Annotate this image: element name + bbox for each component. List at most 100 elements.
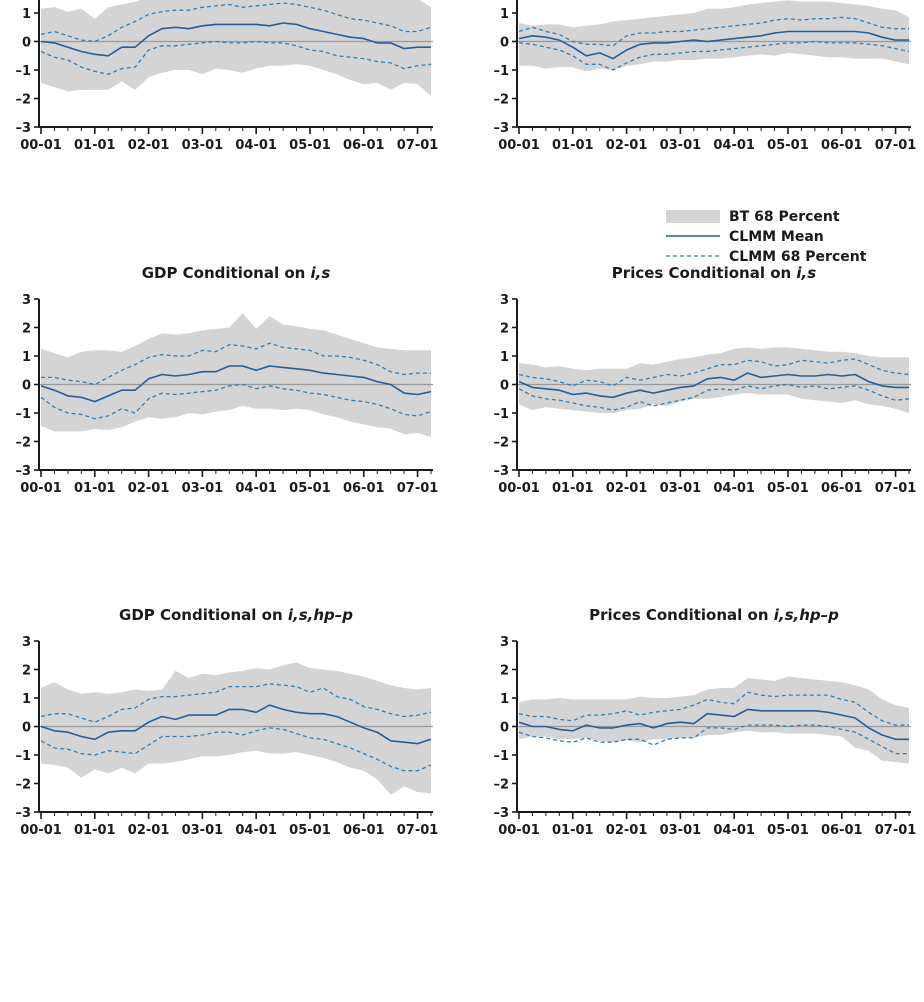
x-tick-label: 03-01	[660, 481, 702, 496]
x-tick-label: 04-01	[235, 481, 277, 496]
chart-panel-4: Prices Conditional on i,s –3 –2 –1 0 1 2 3 00-01…	[493, 264, 916, 496]
y-tick-label: 1	[22, 692, 31, 707]
legend-entry: CLMM Mean	[666, 229, 824, 245]
series-bt-68-percent-band	[519, 676, 909, 764]
y-tick-label: –1	[493, 64, 509, 79]
x-tick-label: 05-01	[289, 823, 331, 838]
y-tick-label: –2	[15, 778, 31, 793]
panel-title-main: Prices Conditional on	[589, 606, 774, 624]
y-tick-label: 3	[500, 293, 509, 308]
x-tick-label: 02-01	[606, 481, 648, 496]
y-tick-label: –3	[15, 806, 31, 821]
y-tick-label: 0	[22, 721, 31, 736]
y-tick-label: 0	[500, 721, 509, 736]
y-tick-label: 1	[500, 692, 509, 707]
y-tick-label: –1	[493, 407, 509, 422]
series-clmm-68-upper-line	[40, 2, 432, 43]
y-tick-label: 2	[22, 664, 31, 679]
panel-title: GDP Conditional on i,s,hp–p	[119, 606, 353, 624]
x-tick-label: 03-01	[660, 823, 702, 838]
y-tick-label: 0	[500, 36, 509, 51]
x-tick-label: 07-01	[397, 481, 439, 496]
y-tick-label: –1	[15, 64, 31, 79]
y-tick-label: –2	[15, 93, 31, 108]
chart-panel-3: GDP Conditional on i,s –3 –2 –1 0 1 2 3 00-01 01-…	[15, 264, 438, 496]
y-tick-label: –3	[493, 806, 509, 821]
x-tick-label: 07-01	[397, 138, 439, 153]
x-tick-label: 05-01	[767, 823, 809, 838]
x-tick-label: 06-01	[343, 823, 385, 838]
series-clmm-68-lower-line	[518, 40, 910, 71]
x-tick-label: 03-01	[182, 823, 224, 838]
y-tick-label: 3	[500, 635, 509, 650]
x-tick-label: 04-01	[235, 138, 277, 153]
x-tick-label: 01-01	[74, 823, 116, 838]
y-tick-label: –1	[15, 407, 31, 422]
x-tick-label: 07-01	[875, 138, 917, 153]
x-tick-label: 06-01	[821, 823, 863, 838]
y-tick-label: 0	[22, 379, 31, 394]
x-tick-label: 06-01	[343, 138, 385, 153]
x-tick-label: 03-01	[182, 481, 224, 496]
x-tick-label: 05-01	[767, 138, 809, 153]
y-tick-label: 2	[500, 664, 509, 679]
panel-title: Prices Conditional on i,s	[612, 264, 816, 282]
x-tick-label: 02-01	[606, 138, 648, 153]
panel-title-condition: i,s	[311, 264, 331, 282]
series-clmm-68-upper-line	[518, 691, 909, 726]
y-tick-label: 1	[22, 350, 31, 365]
x-tick-label: 01-01	[74, 138, 116, 153]
y-tick-label: –3	[493, 464, 509, 479]
x-tick-label: 01-01	[74, 481, 116, 496]
series-clmm-68-lower-line	[518, 724, 909, 755]
series-bt-68-percent-band	[41, 0, 431, 96]
series-clmm-mean-line	[518, 372, 909, 399]
series-clmm-mean-line	[40, 22, 431, 57]
x-tick-label: 01-01	[552, 481, 594, 496]
x-tick-label: 02-01	[128, 823, 170, 838]
x-tick-label: 04-01	[235, 823, 277, 838]
y-tick-label: 0	[500, 379, 509, 394]
x-tick-label: 00-01	[20, 823, 62, 838]
chart-panel-2: Prices Conditional on i–3–2–1012300-0101…	[493, 0, 916, 153]
series-clmm-68-upper-line	[41, 342, 431, 386]
legend-label: CLMM Mean	[729, 229, 824, 245]
y-tick-label: –2	[493, 436, 509, 451]
panel-title-main: GDP Conditional on	[142, 264, 311, 282]
x-tick-label: 07-01	[875, 823, 917, 838]
y-tick-label: 2	[500, 322, 509, 337]
x-tick-label: 00-01	[498, 823, 540, 838]
x-tick-label: 04-01	[713, 138, 755, 153]
panel-title-condition: i,s,hp–p	[288, 606, 353, 624]
x-tick-label: 00-01	[20, 138, 62, 153]
panel-title-condition: i,s,hp–p	[774, 606, 839, 624]
x-tick-label: 07-01	[875, 481, 917, 496]
x-tick-label: 04-01	[713, 823, 755, 838]
x-tick-label: 02-01	[128, 481, 170, 496]
panel-title: GDP Conditional on i,s	[142, 264, 331, 282]
chart-panel-1: GDP Conditional on i–3–2–1012300-0101-01…	[15, 0, 438, 153]
series-clmm-mean-line	[518, 708, 909, 741]
series-bt-68-percent-band	[41, 313, 431, 438]
x-tick-label: 06-01	[821, 138, 863, 153]
x-tick-label: 03-01	[182, 138, 224, 153]
x-tick-label: 01-01	[552, 138, 594, 153]
series-clmm-mean-line	[40, 704, 432, 745]
x-tick-label: 06-01	[821, 481, 863, 496]
y-tick-label: –3	[15, 121, 31, 136]
y-tick-label: –3	[15, 464, 31, 479]
series-clmm-mean-line	[518, 30, 909, 60]
series-clmm-68-lower-line	[40, 727, 432, 772]
chart-panel-5: GDP Conditional on i,s,hp–p –3 –2 –1 0 1 2 3 00-…	[15, 606, 438, 838]
chart-panel-6: Prices Conditional on i,s,hp–p –3 –2 –1 0 1 2 3…	[493, 606, 916, 838]
y-tick-label: 3	[22, 635, 31, 650]
x-tick-label: 01-01	[552, 823, 594, 838]
y-tick-label: –3	[493, 121, 509, 136]
x-tick-label: 02-01	[606, 823, 648, 838]
x-tick-label: 05-01	[767, 481, 809, 496]
y-tick-label: –2	[493, 778, 509, 793]
y-tick-label: 3	[22, 293, 31, 308]
y-tick-label: –1	[15, 749, 31, 764]
legend-swatch-band	[666, 210, 720, 223]
